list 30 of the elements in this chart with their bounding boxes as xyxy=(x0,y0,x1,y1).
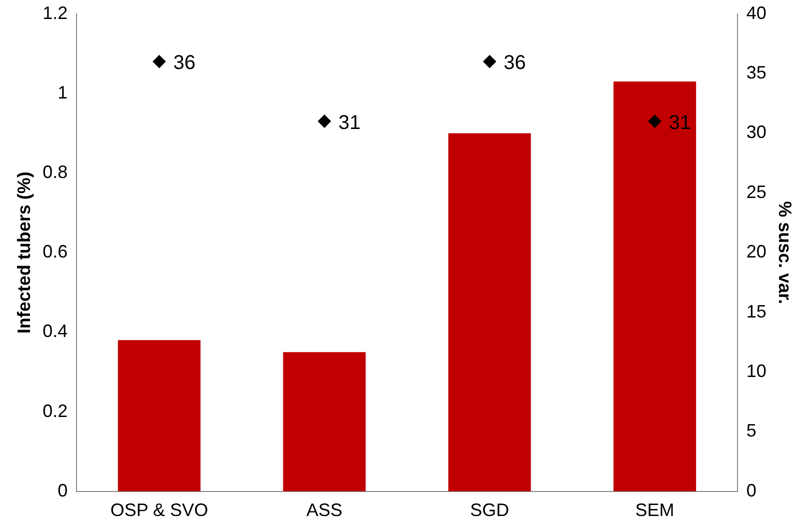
y2-tick-label: 35 xyxy=(746,62,766,82)
y2-tick-label: 20 xyxy=(746,242,766,262)
bar xyxy=(118,340,201,492)
y-tick-label: 0.6 xyxy=(42,242,68,262)
data-label: 31 xyxy=(668,112,692,134)
bar xyxy=(283,352,366,492)
y-tick-label: 0.8 xyxy=(42,162,68,182)
y2-tick-label: 25 xyxy=(746,182,766,202)
x-tick-label: SGD xyxy=(470,500,510,520)
y2-tick-label: 30 xyxy=(746,122,766,142)
y2-tick-label: 40 xyxy=(746,2,766,23)
bar xyxy=(448,133,531,492)
data-label: 36 xyxy=(173,52,196,74)
y-tick-label: 1 xyxy=(58,82,68,102)
y2-tick-label: 15 xyxy=(746,301,766,322)
y2-tick-label: 10 xyxy=(746,360,766,381)
y2-tick-label: 0 xyxy=(746,480,756,500)
data-label: 31 xyxy=(338,112,361,134)
bar xyxy=(613,81,696,492)
y-tick-label: 0.4 xyxy=(42,321,68,342)
y2-axis-title: % susc. var. xyxy=(775,201,796,304)
y2-tick-label: 5 xyxy=(746,420,756,441)
y-tick-label: 1.2 xyxy=(42,2,68,23)
data-label: 36 xyxy=(504,52,526,74)
y-axis-title: Infected tubers (%) xyxy=(14,172,34,334)
y-tick-label: 0.2 xyxy=(42,400,68,421)
x-tick-label: OSP & SVO xyxy=(110,500,208,520)
x-tick-label: SEM xyxy=(635,500,674,520)
x-tick-label: ASS xyxy=(306,500,342,520)
y-tick-label: 0 xyxy=(58,480,68,500)
